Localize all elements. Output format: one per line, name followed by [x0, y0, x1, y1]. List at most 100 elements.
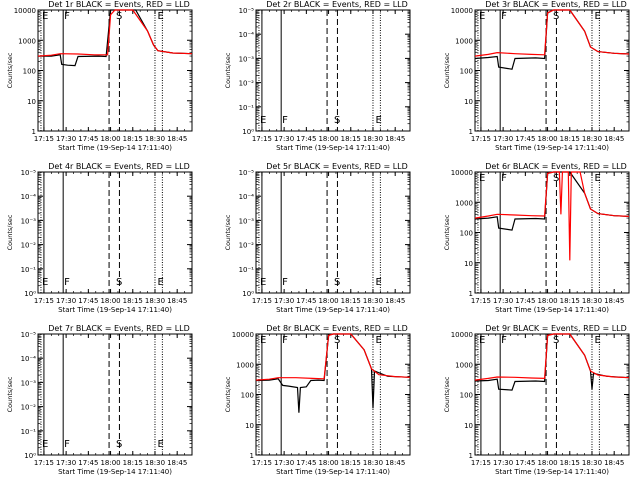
y-tick-label: 10⁻⁵ [239, 169, 255, 177]
y-tick-label: 10000 [451, 7, 473, 15]
x-tick-label: 18:30 [363, 135, 383, 143]
y-tick-label: 100 [23, 68, 36, 76]
x-tick-label: 17:30 [274, 297, 294, 305]
panel-title: Det 7r BLACK = Events, RED = LLD [48, 324, 190, 333]
x-tick-label: 18:15 [560, 459, 580, 467]
x-tick-label: 18:00 [100, 297, 120, 305]
y-tick-label: 10⁻⁵ [21, 169, 37, 177]
x-tick-label: 17:45 [296, 135, 316, 143]
y-tick-label: 10000 [14, 7, 36, 15]
event-rate-line [474, 171, 630, 231]
y-tick-label: 10⁻³ [239, 217, 255, 225]
lld-rate-line [37, 9, 193, 57]
x-tick-label: 18:30 [145, 297, 165, 305]
x-tick-label: 18:00 [100, 459, 120, 467]
plot-frame [255, 171, 411, 294]
y-tick-label: 10⁻⁵ [21, 331, 37, 339]
detector-panel: Det 5r BLACK = Events, RED = LLD 10⁰ 10⁻¹ 1… [224, 162, 411, 314]
x-tick-label: 18:45 [604, 459, 624, 467]
panel-title: Det 9r BLACK = Events, RED = LLD [485, 324, 627, 333]
y-axis-label: Counts/sec [443, 376, 451, 412]
x-tick-label: 18:00 [318, 297, 338, 305]
event-marker-label: E [375, 115, 381, 126]
y-tick-label: 10⁻² [21, 242, 37, 250]
event-marker-label: E [157, 11, 163, 22]
plot-frame [37, 9, 193, 132]
x-tick-label: 18:30 [582, 459, 602, 467]
y-tick-label: 1000 [18, 37, 36, 45]
x-tick-label: 18:45 [385, 135, 405, 143]
x-tick-label: 17:15 [252, 135, 272, 143]
x-tick-label: 18:45 [604, 297, 624, 305]
y-tick-label: 10 [464, 422, 473, 430]
y-tick-label: 10⁻⁵ [239, 7, 255, 15]
x-tick-label: 18:00 [318, 135, 338, 143]
y-tick-label: 10⁻² [239, 80, 255, 88]
y-tick-label: 10 [27, 98, 36, 106]
x-tick-label: 17:45 [296, 459, 316, 467]
event-marker-label: F [282, 277, 288, 288]
y-tick-label: 1000 [455, 361, 473, 369]
y-tick-label: 10000 [451, 169, 473, 177]
detector-panel: Det 4r BLACK = Events, RED = LLD 10⁰ 10⁻¹ 1… [6, 162, 193, 314]
x-axis-label: Start Time (19-Sep-14 17:11:40) [276, 144, 390, 152]
plot-frame [474, 171, 630, 294]
y-tick-label: 100 [460, 392, 473, 400]
x-tick-label: 17:30 [56, 297, 76, 305]
y-tick-label: 10⁰ [242, 290, 254, 298]
event-rate-line [38, 9, 193, 67]
event-marker-label: S [116, 439, 122, 450]
y-tick-label: 1 [469, 128, 473, 136]
event-marker-label: F [64, 439, 70, 450]
x-tick-label: 18:30 [582, 297, 602, 305]
y-tick-label: 1000 [236, 361, 254, 369]
event-marker-label: E [594, 173, 600, 184]
plot-frame [37, 333, 193, 456]
event-marker-label: S [553, 335, 559, 346]
y-axis-label: Counts/sec [6, 376, 14, 412]
x-tick-label: 17:30 [493, 459, 513, 467]
x-tick-label: 18:15 [341, 135, 361, 143]
event-marker-label: S [334, 115, 340, 126]
event-marker-label: S [553, 173, 559, 184]
x-tick-label: 17:30 [56, 459, 76, 467]
x-tick-label: 17:15 [471, 135, 491, 143]
x-tick-label: 18:45 [167, 459, 187, 467]
x-tick-label: 18:45 [167, 135, 187, 143]
x-axis-label: Start Time (19-Sep-14 17:11:40) [495, 306, 609, 314]
x-tick-label: 18:15 [123, 297, 143, 305]
event-marker-label: E [479, 173, 485, 184]
x-tick-label: 18:30 [363, 297, 383, 305]
event-marker-label: S [116, 11, 122, 22]
panel-title: Det 1r BLACK = Events, RED = LLD [48, 0, 190, 9]
x-tick-label: 18:15 [341, 459, 361, 467]
y-tick-label: 10⁻³ [21, 217, 37, 225]
y-tick-label: 10⁻³ [239, 55, 255, 63]
x-tick-label: 17:45 [296, 297, 316, 305]
panel-title: Det 3r BLACK = Events, RED = LLD [485, 0, 627, 9]
y-tick-label: 1 [469, 290, 473, 298]
x-tick-label: 18:15 [123, 459, 143, 467]
plot-frame [37, 171, 193, 294]
x-axis-label: Start Time (19-Sep-14 17:11:40) [495, 144, 609, 152]
event-marker-label: E [260, 115, 266, 126]
event-marker-label: S [334, 277, 340, 288]
y-tick-label: 10 [464, 260, 473, 268]
y-axis-label: Counts/sec [6, 52, 14, 88]
y-tick-label: 10⁻⁴ [239, 193, 255, 201]
x-tick-label: 18:45 [604, 135, 624, 143]
x-tick-label: 17:15 [252, 297, 272, 305]
x-tick-label: 17:30 [493, 135, 513, 143]
y-tick-label: 1 [250, 452, 254, 460]
panel-title: Det 4r BLACK = Events, RED = LLD [48, 162, 190, 171]
lld-rate-line [474, 171, 630, 261]
x-tick-label: 18:00 [318, 459, 338, 467]
y-tick-label: 1 [32, 128, 36, 136]
event-marker-label: E [42, 439, 48, 450]
event-rate-line [474, 333, 630, 391]
event-marker-label: F [282, 115, 288, 126]
y-tick-label: 1 [469, 452, 473, 460]
plot-frame [474, 333, 630, 456]
x-tick-label: 18:45 [385, 459, 405, 467]
